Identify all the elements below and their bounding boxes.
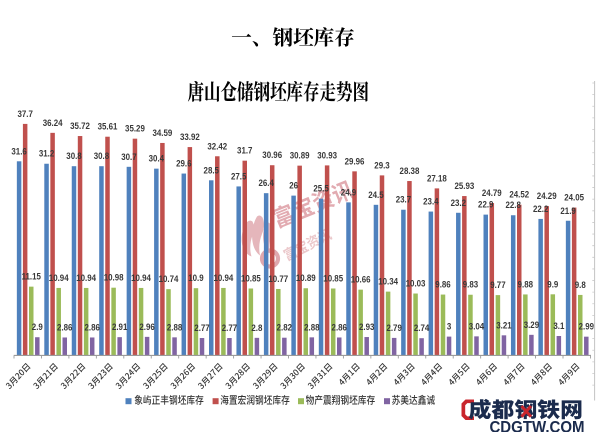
svg-text:27.5: 27.5 — [231, 171, 247, 182]
svg-text:34.59: 34.59 — [153, 128, 173, 139]
svg-text:3.1: 3.1 — [553, 321, 564, 332]
svg-text:25.5: 25.5 — [313, 183, 329, 194]
svg-text:26: 26 — [289, 180, 298, 191]
svg-text:22.8: 22.8 — [505, 200, 521, 211]
svg-text:9.86: 9.86 — [435, 279, 451, 290]
svg-text:9.8: 9.8 — [575, 280, 586, 291]
svg-text:24.05: 24.05 — [564, 192, 584, 203]
svg-text:30.7: 30.7 — [121, 151, 137, 162]
svg-text:3.04: 3.04 — [469, 321, 485, 332]
svg-text:9.83: 9.83 — [463, 279, 479, 290]
svg-text:22.2: 22.2 — [533, 204, 549, 215]
svg-text:2.86: 2.86 — [84, 322, 100, 333]
svg-text:28.38: 28.38 — [400, 166, 420, 177]
svg-text:10.85: 10.85 — [323, 273, 343, 284]
svg-text:23.2: 23.2 — [451, 197, 467, 208]
svg-text:29.96: 29.96 — [345, 156, 365, 167]
svg-text:10.03: 10.03 — [406, 278, 426, 289]
svg-text:3.29: 3.29 — [524, 319, 540, 330]
svg-text:24.79: 24.79 — [482, 188, 502, 199]
svg-text:2.8: 2.8 — [251, 322, 262, 333]
svg-text:10.85: 10.85 — [241, 273, 261, 284]
svg-text:30.4: 30.4 — [149, 153, 165, 164]
svg-text:10.94: 10.94 — [131, 273, 151, 284]
svg-text:24.52: 24.52 — [509, 189, 529, 200]
svg-text:2.82: 2.82 — [277, 322, 293, 333]
svg-text:2.9: 2.9 — [32, 322, 43, 333]
svg-text:2.86: 2.86 — [332, 322, 348, 333]
svg-text:11.15: 11.15 — [22, 271, 42, 282]
svg-text:2.99: 2.99 — [579, 321, 595, 332]
svg-text:35.61: 35.61 — [98, 121, 118, 132]
svg-text:10.89: 10.89 — [296, 273, 316, 284]
svg-text:23.4: 23.4 — [423, 196, 439, 207]
svg-text:27.18: 27.18 — [427, 173, 447, 184]
svg-text:2.93: 2.93 — [359, 322, 375, 333]
svg-text:2.86: 2.86 — [57, 322, 73, 333]
svg-text:30.8: 30.8 — [66, 151, 82, 162]
svg-text:22.9: 22.9 — [478, 199, 494, 210]
svg-text:29.6: 29.6 — [176, 158, 192, 169]
svg-text:35.72: 35.72 — [70, 121, 90, 132]
svg-text:24.29: 24.29 — [537, 191, 557, 202]
svg-text:2.88: 2.88 — [304, 322, 320, 333]
svg-text:35.29: 35.29 — [125, 123, 145, 134]
svg-text:2.96: 2.96 — [139, 321, 155, 332]
svg-text:10.77: 10.77 — [268, 274, 288, 285]
svg-text:31.6: 31.6 — [11, 146, 27, 157]
svg-text:24.9: 24.9 — [341, 187, 357, 198]
svg-text:21.9: 21.9 — [560, 205, 576, 216]
svg-text:25.93: 25.93 — [454, 181, 474, 192]
svg-text:2.77: 2.77 — [194, 323, 210, 334]
svg-text:26.4: 26.4 — [258, 178, 274, 189]
svg-text:CDGTW.COM: CDGTW.COM — [489, 418, 584, 432]
svg-text:10.34: 10.34 — [378, 276, 398, 287]
svg-text:30.8: 30.8 — [94, 151, 110, 162]
svg-text:2.77: 2.77 — [222, 323, 238, 334]
svg-text:30.93: 30.93 — [317, 150, 337, 161]
svg-text:32.42: 32.42 — [207, 141, 227, 152]
svg-text:9.77: 9.77 — [490, 280, 506, 291]
svg-text:37.7: 37.7 — [17, 108, 33, 119]
svg-text:36.24: 36.24 — [43, 117, 63, 128]
svg-text:29.3: 29.3 — [374, 160, 390, 171]
svg-text:24.5: 24.5 — [368, 189, 384, 200]
svg-text:31.7: 31.7 — [237, 145, 253, 156]
svg-text:3.21: 3.21 — [496, 320, 512, 331]
svg-text:33.92: 33.92 — [180, 132, 200, 143]
svg-text:9.9: 9.9 — [547, 279, 558, 290]
svg-text:2.74: 2.74 — [414, 323, 430, 334]
svg-text:10.74: 10.74 — [159, 274, 179, 285]
svg-text:10.94: 10.94 — [49, 273, 69, 284]
svg-text:2.79: 2.79 — [386, 322, 402, 333]
svg-text:2.88: 2.88 — [167, 322, 183, 333]
svg-text:3: 3 — [447, 321, 452, 332]
svg-text:10.66: 10.66 — [351, 274, 371, 285]
svg-text:9.88: 9.88 — [518, 279, 534, 290]
svg-text:10.94: 10.94 — [76, 273, 96, 284]
svg-text:2.91: 2.91 — [112, 322, 128, 333]
svg-text:31.2: 31.2 — [39, 148, 55, 159]
svg-text:10.98: 10.98 — [104, 272, 124, 283]
svg-text:30.96: 30.96 — [262, 150, 282, 161]
svg-text:10.94: 10.94 — [214, 273, 234, 284]
svg-text:28.5: 28.5 — [204, 165, 220, 176]
svg-text:23.7: 23.7 — [396, 194, 412, 205]
svg-text:10.9: 10.9 — [188, 273, 204, 284]
svg-text:30.89: 30.89 — [290, 150, 310, 161]
